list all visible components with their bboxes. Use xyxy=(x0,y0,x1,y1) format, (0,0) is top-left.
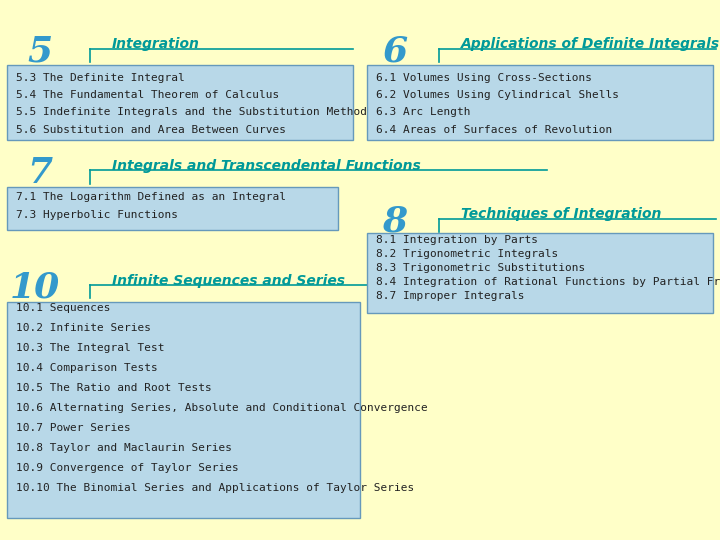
Text: 10.2 Infinite Series: 10.2 Infinite Series xyxy=(16,323,151,333)
Text: 5.6 Substitution and Area Between Curves: 5.6 Substitution and Area Between Curves xyxy=(16,125,286,134)
Text: 8.1 Integration by Parts: 8.1 Integration by Parts xyxy=(376,235,538,245)
Text: 8.2 Trigonometric Integrals: 8.2 Trigonometric Integrals xyxy=(376,249,558,259)
Text: 8: 8 xyxy=(382,205,407,238)
Text: 10.6 Alternating Series, Absolute and Conditional Convergence: 10.6 Alternating Series, Absolute and Co… xyxy=(16,403,428,413)
Text: 5.4 The Fundamental Theorem of Calculus: 5.4 The Fundamental Theorem of Calculus xyxy=(16,90,279,100)
FancyBboxPatch shape xyxy=(367,233,713,313)
Text: 6.2 Volumes Using Cylindrical Shells: 6.2 Volumes Using Cylindrical Shells xyxy=(376,90,619,100)
Text: 10.3 The Integral Test: 10.3 The Integral Test xyxy=(16,343,164,353)
Text: 10.8 Taylor and Maclaurin Series: 10.8 Taylor and Maclaurin Series xyxy=(16,443,232,453)
Text: 7.1 The Logarithm Defined as an Integral: 7.1 The Logarithm Defined as an Integral xyxy=(16,192,286,201)
Text: 7.3 Hyperbolic Functions: 7.3 Hyperbolic Functions xyxy=(16,210,178,220)
Text: Applications of Definite Integrals: Applications of Definite Integrals xyxy=(461,37,720,51)
Text: Techniques of Integration: Techniques of Integration xyxy=(461,207,661,221)
Text: 10.9 Convergence of Taylor Series: 10.9 Convergence of Taylor Series xyxy=(16,463,238,472)
Text: 10.1 Sequences: 10.1 Sequences xyxy=(16,303,110,313)
Text: 6.4 Areas of Surfaces of Revolution: 6.4 Areas of Surfaces of Revolution xyxy=(376,125,612,134)
FancyBboxPatch shape xyxy=(7,65,353,140)
Text: 6.3 Arc Length: 6.3 Arc Length xyxy=(376,107,470,117)
Text: 10.4 Comparison Tests: 10.4 Comparison Tests xyxy=(16,363,158,373)
Text: 8.4 Integration of Rational Functions by Partial Fractions: 8.4 Integration of Rational Functions by… xyxy=(376,277,720,287)
Text: 5.5 Indefinite Integrals and the Substitution Method: 5.5 Indefinite Integrals and the Substit… xyxy=(16,107,366,117)
Text: 10.10 The Binomial Series and Applications of Taylor Series: 10.10 The Binomial Series and Applicatio… xyxy=(16,483,414,492)
Text: Integration: Integration xyxy=(112,37,199,51)
Text: 7: 7 xyxy=(27,156,52,190)
Text: 5.3 The Definite Integral: 5.3 The Definite Integral xyxy=(16,73,184,83)
Text: 10.7 Power Series: 10.7 Power Series xyxy=(16,423,130,433)
Text: 6: 6 xyxy=(382,35,407,68)
FancyBboxPatch shape xyxy=(7,302,360,518)
FancyBboxPatch shape xyxy=(367,65,713,140)
Text: Integrals and Transcendental Functions: Integrals and Transcendental Functions xyxy=(112,159,420,173)
FancyBboxPatch shape xyxy=(7,187,338,230)
Text: 8.7 Improper Integrals: 8.7 Improper Integrals xyxy=(376,291,524,301)
Text: 6.1 Volumes Using Cross-Sections: 6.1 Volumes Using Cross-Sections xyxy=(376,73,592,83)
Text: 8.3 Trigonometric Substitutions: 8.3 Trigonometric Substitutions xyxy=(376,263,585,273)
Text: 10: 10 xyxy=(9,271,60,304)
Text: Infinite Sequences and Series: Infinite Sequences and Series xyxy=(112,274,345,288)
Text: 10.5 The Ratio and Root Tests: 10.5 The Ratio and Root Tests xyxy=(16,383,212,393)
Text: 5: 5 xyxy=(27,35,52,68)
